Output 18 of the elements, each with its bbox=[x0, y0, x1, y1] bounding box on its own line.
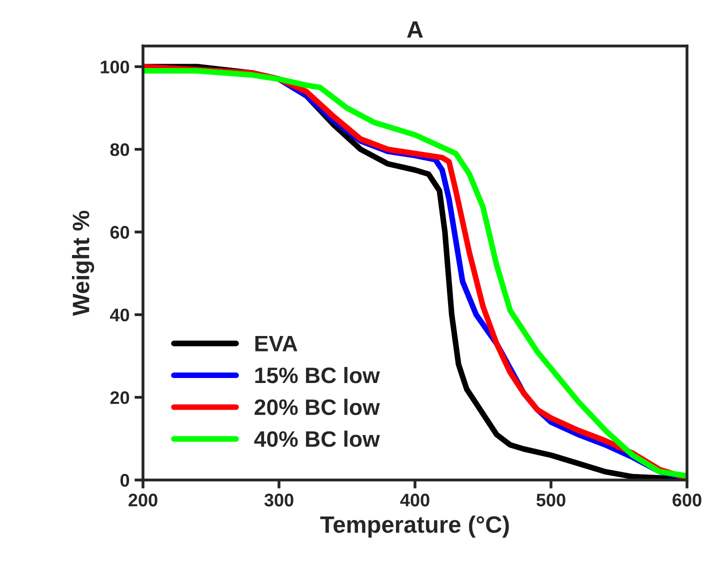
x-tick-label: 200 bbox=[128, 494, 158, 506]
y-tick-label: 20 bbox=[110, 391, 130, 404]
legend-label: EVA bbox=[255, 336, 298, 352]
x-axis-title: Temperature (°C) bbox=[320, 516, 509, 538]
x-tick-label: 300 bbox=[264, 494, 294, 506]
y-tick-label: 80 bbox=[110, 143, 130, 156]
y-axis-title: Weight % bbox=[72, 210, 94, 316]
y-tick-label: 40 bbox=[110, 308, 130, 322]
x-tick-label: 600 bbox=[672, 494, 702, 506]
legend-label: 40% BC low bbox=[254, 430, 380, 447]
y-tick-label: 0 bbox=[120, 474, 130, 487]
legend-label: 20% BC low bbox=[254, 398, 380, 416]
y-tick-label: 60 bbox=[110, 226, 130, 239]
x-tick-label: 500 bbox=[536, 494, 566, 506]
chart-title: A bbox=[407, 21, 423, 38]
legend-label: 15% BC low bbox=[255, 366, 380, 384]
x-tick-label: 400 bbox=[400, 494, 430, 506]
y-tick-label: 100 bbox=[100, 60, 130, 74]
